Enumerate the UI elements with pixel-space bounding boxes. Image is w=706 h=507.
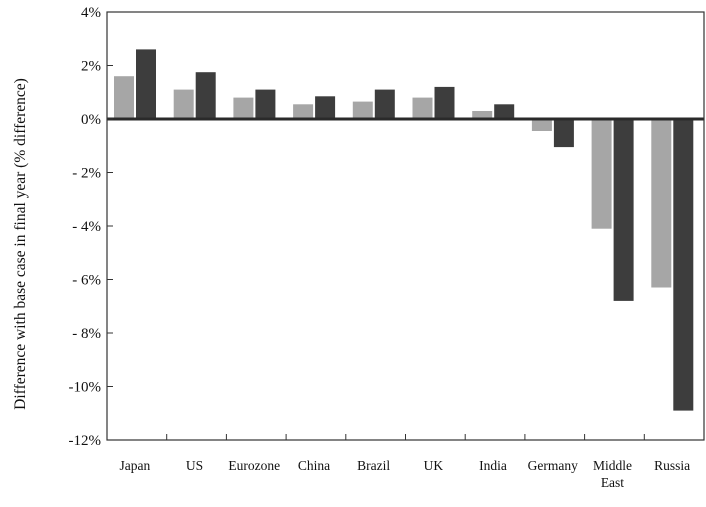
bar-series-2-7: [553, 119, 574, 148]
y-tick-label: 2%: [81, 59, 101, 75]
category-label: Germany: [528, 458, 578, 473]
category-label: China: [298, 458, 330, 473]
category-label: US: [186, 458, 203, 473]
y-tick-label: - 6%: [72, 273, 101, 289]
y-tick-label: - 2%: [72, 166, 101, 182]
bar-series-2-2: [255, 89, 276, 119]
bar-series-2-6: [494, 104, 515, 119]
bar-series-2-1: [195, 72, 216, 119]
category-label: UK: [424, 458, 444, 473]
bar-series-1-0: [114, 76, 134, 119]
bar-series-2-8: [613, 119, 634, 301]
y-tick-label: - 4%: [72, 219, 101, 235]
category-label: Eurozone: [228, 458, 280, 473]
y-tick-label: 0%: [81, 112, 101, 128]
bar-series-1-7: [531, 119, 552, 131]
y-tick-label: 4%: [81, 5, 101, 21]
category-label: India: [479, 458, 507, 473]
category-label: Russia: [654, 458, 690, 473]
zero-baseline: [107, 117, 704, 121]
y-tick-label: - 8%: [72, 326, 101, 342]
bar-series-1-3: [293, 104, 314, 119]
y-axis-title: Difference with base case in final year …: [12, 78, 29, 410]
bar-series-1-6: [472, 111, 493, 119]
bar-series-2-9: [673, 119, 694, 411]
bar-series-1-1: [173, 89, 194, 119]
category-label: Japan: [119, 458, 150, 473]
bar-series-2-4: [374, 89, 395, 119]
bar-series-2-3: [315, 96, 336, 119]
y-tick-label: -10%: [69, 380, 102, 396]
bar-series-2-0: [136, 49, 156, 119]
bar-series-1-2: [233, 97, 254, 119]
bar-series-1-9: [651, 119, 672, 288]
y-tick-label: -12%: [69, 433, 102, 449]
bar-series-2-5: [434, 86, 455, 119]
bar-series-1-8: [591, 119, 612, 229]
bar-series-1-4: [352, 101, 373, 119]
category-label: Middle East: [593, 458, 632, 490]
category-label: Brazil: [357, 458, 390, 473]
bar-series-1-5: [412, 97, 433, 119]
